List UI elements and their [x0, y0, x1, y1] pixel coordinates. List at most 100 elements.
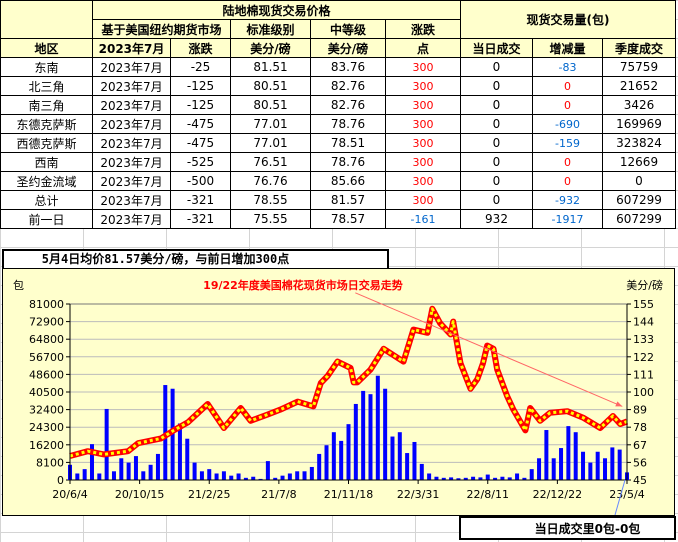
cell-quarter: 0: [602, 171, 676, 191]
cell-std: 76.51: [230, 152, 311, 172]
volume-bar: [375, 375, 380, 480]
y-left-label: 包: [13, 279, 24, 292]
cell-std: 77.01: [230, 133, 311, 153]
cell-delta: -159: [532, 133, 603, 153]
volume-note: 当日成交里0包-0包: [459, 516, 676, 540]
x-tick-label: 22/12/22: [533, 488, 582, 501]
x-tick-label: 20/6/4: [52, 488, 87, 501]
volume-bar: [119, 458, 124, 480]
volume-bar: [199, 471, 204, 480]
volume-bar: [302, 471, 307, 480]
table-row: 西南 2023年7月 -525 76.51 78.76 300 0 0 12669: [0, 152, 676, 172]
cell-mid: 78.57: [310, 209, 386, 229]
cell-points: 300: [385, 57, 461, 77]
y-left-tick-label: 32400: [29, 404, 64, 417]
cell-mid: 82.76: [310, 76, 386, 96]
mid-grade-header: 中等级: [310, 19, 386, 39]
volume-bar: [610, 447, 615, 480]
volume-bar: [104, 408, 109, 480]
chart[interactable]: 19/22年度美国棉花现货市场日交易走势包美分/磅 81000 155 72900 14…: [2, 268, 675, 516]
y-left-tick-label: 24300: [29, 421, 64, 434]
y-right-tick-label: 89: [633, 404, 647, 417]
y-right-tick-label: 56: [633, 456, 647, 469]
volume-bar: [346, 424, 351, 480]
volume-bar: [537, 458, 542, 480]
volume-bar: [427, 473, 432, 480]
table-row: 西德克萨斯 2023年7月 -475 77.01 78.51 300 0 -159 323824: [0, 133, 676, 153]
cell-today: 0: [460, 57, 533, 77]
volume-bar: [111, 471, 116, 480]
volume-bar: [309, 466, 314, 480]
table-row: 前一日 2023年7月 -321 75.55 78.57 -161 932 -1917 6072…: [0, 209, 676, 229]
cell-change: -321: [170, 209, 231, 229]
cell-month: 2023年7月: [92, 57, 171, 77]
cell-month: 2023年7月: [92, 209, 171, 229]
col-change: 涨跌: [170, 38, 231, 58]
col-points: 点: [385, 38, 461, 58]
volume-bar: [551, 458, 556, 480]
volume-bar: [419, 463, 424, 480]
cell-delta: 0: [532, 152, 603, 172]
cell-quarter: 75759: [602, 57, 676, 77]
volume-bar: [493, 477, 498, 480]
volume-bar: [324, 445, 329, 480]
cell-quarter: 607299: [602, 209, 676, 229]
volume-bar: [383, 388, 388, 480]
cell-std: 75.55: [230, 209, 311, 229]
cell-today: 0: [460, 95, 533, 115]
volume-bar: [141, 471, 146, 480]
y-right-tick-label: 122: [633, 351, 654, 364]
y-left-tick-label: 0: [57, 474, 64, 487]
cell-change: -475: [170, 114, 231, 134]
cell-region: 西德克萨斯: [0, 133, 93, 153]
volume-bar: [434, 476, 439, 480]
volume-bar: [236, 473, 241, 480]
cell-change: -321: [170, 190, 231, 210]
y-left-tick-label: 8100: [36, 456, 64, 469]
y-right-label: 美分/磅: [626, 278, 663, 292]
volume-bar: [97, 473, 102, 480]
cell-quarter: 169969: [602, 114, 676, 134]
cell-points: 300: [385, 114, 461, 134]
volume-bar: [177, 423, 182, 480]
leader-line: [614, 479, 626, 515]
volume-bar: [251, 476, 256, 480]
cell-today: 0: [460, 190, 533, 210]
table-row: 东南 2023年7月 -25 81.51 83.76 300 0 -83 75759: [0, 57, 676, 77]
change-header: 涨跌: [385, 19, 461, 39]
volume-bar: [368, 394, 373, 480]
volume-section-header: 现货交易量(包): [460, 0, 676, 39]
volume-bar: [500, 476, 505, 480]
cell-delta: -1917: [532, 209, 603, 229]
y-right-tick-label: 155: [633, 298, 654, 311]
cell-today: 0: [460, 133, 533, 153]
cell-mid: 78.51: [310, 133, 386, 153]
trend-arrow-head: [615, 401, 623, 407]
volume-bar: [485, 474, 490, 480]
volume-bar: [559, 448, 564, 480]
col-month: 2023年7月: [92, 38, 171, 58]
volume-bar: [478, 477, 483, 480]
volume-bar: [258, 478, 263, 480]
cell-delta: -932: [532, 190, 603, 210]
table-row: 圣约金流域 2023年7月 -500 76.76 85.66 300 0 0 0: [0, 171, 676, 191]
x-tick-label: 22/8/11: [467, 488, 509, 501]
cell-today: 0: [460, 114, 533, 134]
y-right-tick-label: 133: [633, 333, 654, 346]
cell-region: 东南: [0, 57, 93, 77]
y-left-tick-label: 81000: [29, 298, 64, 311]
volume-bar: [595, 451, 600, 480]
y-left-tick-label: 40500: [29, 386, 64, 399]
x-tick-label: 20/10/15: [115, 488, 164, 501]
volume-bar: [89, 444, 94, 480]
volume-bar: [221, 471, 226, 480]
volume-bar: [339, 440, 344, 480]
cell-today: 932: [460, 209, 533, 229]
cell-mid: 78.76: [310, 152, 386, 172]
volume-bar: [573, 432, 578, 480]
cell-mid: 83.76: [310, 57, 386, 77]
cell-change: -500: [170, 171, 231, 191]
cell-points: 300: [385, 190, 461, 210]
cell-month: 2023年7月: [92, 95, 171, 115]
